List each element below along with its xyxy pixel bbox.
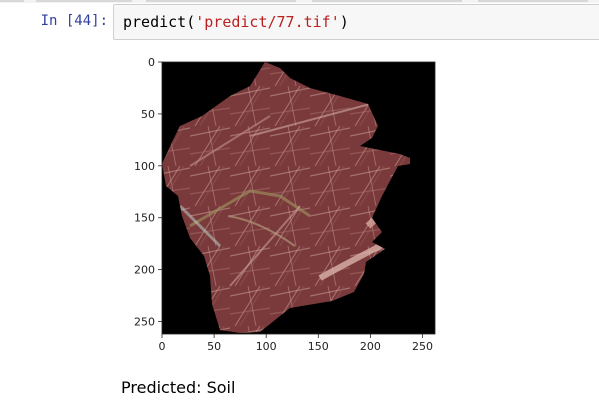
axes-frame <box>161 61 436 335</box>
code-close-paren: ) <box>339 13 349 31</box>
strip-segment <box>312 0 462 2</box>
code-line[interactable]: predict('predict/77.tif') <box>123 12 349 32</box>
code-string-arg: 'predict/77.tif' <box>195 13 340 31</box>
image-plot: 0 50 100 150 200 250 0 50 100 150 200 250 <box>134 56 436 353</box>
input-prompt: In [44]: <box>40 13 108 29</box>
strip-segment <box>36 0 132 2</box>
strip-segment <box>0 0 24 2</box>
x-tick-label: 0 <box>159 340 166 353</box>
x-tick-label: 200 <box>360 340 381 353</box>
y-tick-label: 100 <box>134 160 155 173</box>
y-tick-label: 200 <box>134 264 155 277</box>
notebook-top-strip <box>0 0 599 3</box>
y-tick-label: 250 <box>134 316 155 329</box>
x-tick-label: 250 <box>412 340 433 353</box>
y-axis: 0 50 100 150 200 250 <box>134 56 162 329</box>
cell-output-text: Predicted: Soil <box>121 378 236 397</box>
code-function: predict( <box>123 13 196 31</box>
strip-segment <box>478 0 588 2</box>
strip-segment <box>146 0 296 2</box>
y-tick-label: 50 <box>141 108 155 121</box>
x-tick-label: 50 <box>207 340 221 353</box>
x-tick-label: 100 <box>256 340 277 353</box>
code-cell-input[interactable]: predict('predict/77.tif') <box>113 4 599 40</box>
y-tick-label: 0 <box>148 56 155 69</box>
x-tick-label: 150 <box>308 340 329 353</box>
output-figure: 0 50 100 150 200 250 0 50 100 150 200 250 <box>110 46 450 366</box>
x-axis: 0 50 100 150 200 250 <box>159 334 433 353</box>
y-tick-label: 150 <box>134 212 155 225</box>
